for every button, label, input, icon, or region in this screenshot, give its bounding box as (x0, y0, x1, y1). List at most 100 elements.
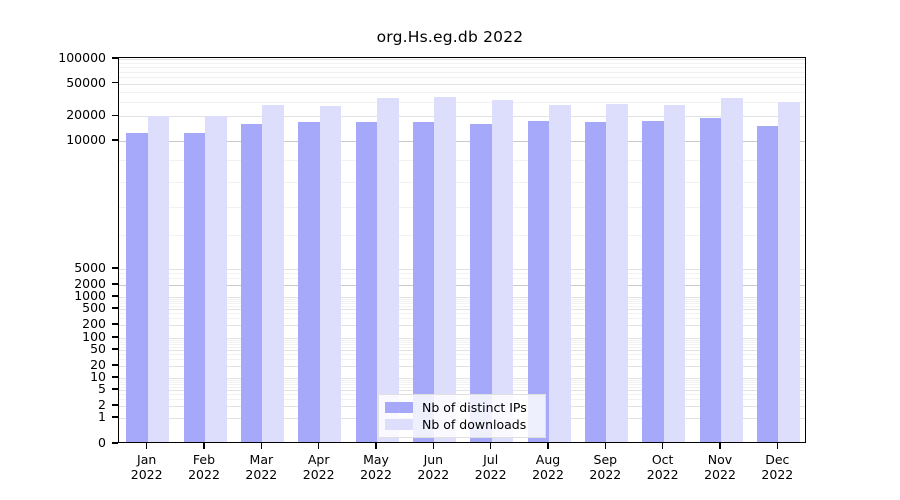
gridline (119, 338, 805, 339)
x-axis-tick (318, 443, 320, 449)
bar-dls-jan (147, 115, 170, 442)
x-axis-label-month: Feb (192, 452, 216, 467)
x-axis-label-year: 2022 (761, 467, 794, 482)
y-axis-tick (112, 404, 118, 406)
x-axis-label-year: 2022 (589, 467, 622, 482)
gridline (119, 379, 805, 381)
legend-label-ips: Nb of distinct IPs (422, 400, 527, 415)
gridline (119, 297, 805, 298)
bar-ips-nov (699, 118, 721, 442)
gridline (119, 305, 805, 307)
x-axis-label-month: Dec (765, 452, 790, 467)
x-axis-label-year: 2022 (704, 467, 736, 482)
legend-swatch-icon-downloads (385, 419, 413, 430)
y-axis-label: 100000 (58, 50, 106, 65)
y-axis-label: 20 (90, 357, 106, 372)
gridline (119, 303, 805, 305)
gridline (119, 390, 805, 391)
bar-dls-nov (721, 97, 743, 442)
gridline (119, 272, 805, 274)
y-axis-tick (112, 283, 118, 285)
gridline (119, 116, 805, 118)
bar-ips-apr (298, 122, 320, 442)
x-axis-tick (203, 443, 205, 449)
x-axis-label-year: 2022 (360, 467, 392, 482)
x-axis-label-month: Apr (307, 452, 330, 467)
gridline (119, 344, 805, 346)
x-axis-label-year: 2022 (130, 467, 163, 482)
legend-swatch-icon-ips (385, 402, 413, 413)
gridline (119, 381, 805, 383)
bar-dls-feb (205, 115, 227, 442)
y-axis-label: 200 (82, 316, 106, 331)
bar-ips-aug (527, 121, 549, 442)
x-axis-tick (719, 443, 721, 449)
x-axis-label-month: Sep (593, 452, 618, 467)
x-axis-label-year: 2022 (474, 467, 507, 482)
gridline (119, 384, 805, 386)
bar-ips-jun (412, 122, 435, 442)
y-axis-label: 50 (90, 341, 106, 356)
gridline (119, 366, 805, 367)
y-axis-tick (112, 376, 118, 378)
x-axis-label-month: Jul (483, 452, 499, 467)
y-axis-label: 5000 (74, 260, 106, 275)
y-axis-tick (112, 388, 118, 390)
gridline (119, 83, 805, 85)
bar-dls-jul (491, 100, 514, 442)
gridline (119, 77, 805, 79)
gridline (119, 182, 805, 184)
x-axis-label-year: 2022 (245, 467, 278, 482)
x-axis-label: Aug 2022 (508, 452, 588, 482)
x-axis-label: Jul 2022 (451, 452, 531, 482)
x-axis-tick (776, 443, 779, 449)
y-axis-tick (112, 57, 118, 59)
gridline (119, 353, 805, 355)
chart-title: org.Hs.eg.db 2022 (376, 28, 524, 46)
y-axis-tick (112, 114, 118, 116)
y-axis-label: 1 (98, 409, 106, 424)
x-axis-label: Oct 2022 (623, 452, 703, 482)
x-axis-label: Mar 2022 (221, 452, 301, 482)
y-axis-label: 2000 (74, 276, 106, 291)
x-axis-label-year: 2022 (646, 467, 679, 482)
y-axis-label: 50000 (66, 74, 106, 90)
gridline (119, 206, 805, 208)
y-axis-tick (112, 323, 118, 325)
x-axis-tick (432, 443, 435, 449)
x-axis-label: Dec 2022 (737, 452, 817, 482)
bar-dls-apr (319, 106, 342, 442)
x-axis-label: Jan 2022 (107, 452, 187, 482)
bar-ips-jul (470, 123, 492, 442)
gridline (119, 346, 805, 348)
y-axis-label: 5 (98, 381, 106, 396)
y-axis-tick (112, 364, 118, 366)
x-axis-label: Feb 2022 (164, 452, 244, 482)
y-axis-tick (112, 336, 118, 338)
y-axis-label: 0 (98, 435, 106, 450)
y-axis-label: 10 (90, 369, 106, 384)
bar-dls-aug (549, 104, 571, 442)
plot-area (118, 57, 806, 443)
gridline (119, 300, 805, 302)
gridline (119, 277, 805, 279)
gridline (119, 71, 805, 73)
x-axis-label: Nov 2022 (680, 452, 760, 482)
legend-label-downloads: Nb of downloads (422, 417, 527, 432)
y-axis-tick (112, 139, 118, 141)
gridline (119, 339, 805, 341)
bar-ips-sep (584, 122, 607, 442)
x-axis-label-month: Oct (651, 452, 674, 467)
gridline (119, 325, 805, 326)
bar-ips-dec (756, 126, 779, 442)
x-axis-label-year: 2022 (532, 467, 564, 482)
gridline (119, 386, 805, 388)
y-axis-tick (112, 82, 118, 84)
gridline (119, 66, 805, 68)
x-axis-label-month: Jun (423, 452, 444, 467)
x-axis-label-year: 2022 (302, 467, 335, 482)
y-axis-tick (112, 348, 118, 350)
bar-ips-mar (240, 123, 263, 442)
x-axis-label: Sep 2022 (565, 452, 645, 482)
x-axis-label-month: Aug (535, 452, 561, 467)
